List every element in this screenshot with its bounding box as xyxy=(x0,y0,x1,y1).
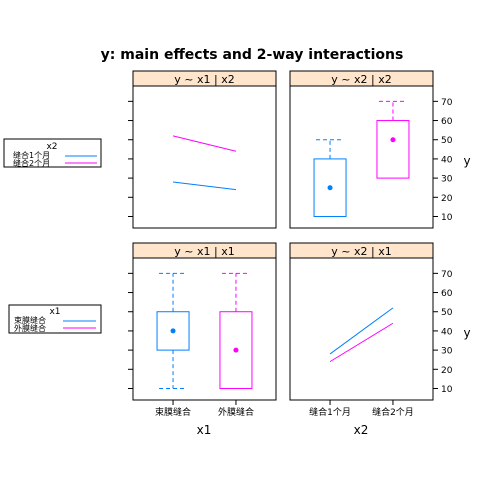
panel-top-left: y ~ x1 | x2 xyxy=(128,70,277,229)
box-iqr xyxy=(376,120,410,179)
x-axis-label-left: x1 xyxy=(197,423,212,437)
panel-bottom-right: y ~ x2 | x1 10 20 30 40 50 60 70 缝合1个月 缝合2个月 xyxy=(289,242,453,418)
legend-x2-frame xyxy=(3,138,102,168)
y-tick-label: 70 xyxy=(441,270,453,280)
panel-top-left-strip-label: y ~ x1 | x2 xyxy=(174,73,234,86)
y-tick-label: 50 xyxy=(441,308,453,318)
legend-x2: x2 缝合1个月 缝合2个月 xyxy=(3,138,102,168)
y-tick-label: 10 xyxy=(441,213,453,223)
y-tick-label: 60 xyxy=(441,289,453,299)
box-iqr xyxy=(313,158,347,217)
y-tick-label: 60 xyxy=(441,117,453,127)
panel-bottom-right-strip-label: y ~ x2 | x1 xyxy=(331,245,391,258)
box-median-dot xyxy=(390,137,396,143)
legend-x1-entry-1: 束膜缝合 xyxy=(14,315,46,325)
panel-bottom-left-frame xyxy=(132,257,277,401)
legend-x1-frame xyxy=(8,304,102,334)
y-tick-label: 40 xyxy=(441,155,453,165)
legend-x2-title: x2 xyxy=(46,142,57,152)
panel-top-left-marks xyxy=(128,100,237,217)
box-median-dot xyxy=(327,185,333,191)
chart-title: y: main effects and 2-way interactions xyxy=(101,47,404,63)
x-tick-label: 缝合1个月 xyxy=(309,406,351,418)
x-tick-label: 束膜缝合 xyxy=(155,406,191,418)
legend-x2-entry-1: 缝合1个月 xyxy=(13,150,50,160)
legend-x2-entry-2: 缝合2个月 xyxy=(13,158,50,168)
x-axis-label-right: x2 xyxy=(354,423,369,437)
legend-x1-entry-2: 外膜缝合 xyxy=(14,323,46,333)
series-line-1 xyxy=(329,307,394,355)
series-line-2 xyxy=(172,135,237,152)
panel-bottom-right-marks: 10 20 30 40 50 60 70 缝合1个月 缝合2个月 xyxy=(309,270,453,418)
panel-bottom-left-strip-label: y ~ x1 | x1 xyxy=(174,245,234,258)
box-iqr xyxy=(156,311,190,351)
box-median-dot xyxy=(233,347,239,353)
legend-x1-title: x1 xyxy=(49,307,60,317)
box-iqr xyxy=(219,311,253,389)
panel-bottom-right-frame xyxy=(289,257,434,401)
x-tick-label: 缝合2个月 xyxy=(372,406,414,418)
y-axis-label-top: y xyxy=(463,154,470,168)
panel-top-right: y ~ x2 | x2 10 20 30 40 50 60 70 xyxy=(289,70,453,229)
panel-bottom-left: y ~ x1 | x1 束膜缝合 外膜缝合 xyxy=(128,242,277,418)
y-tick-label: 70 xyxy=(441,98,453,108)
y-tick-label: 40 xyxy=(441,327,453,337)
series-line-2 xyxy=(329,322,394,363)
box-median-dot xyxy=(170,328,176,334)
panel-top-right-frame xyxy=(289,85,434,229)
panel-top-left-frame xyxy=(132,85,277,229)
y-tick-label: 30 xyxy=(441,347,453,357)
legend-x1: x1 束膜缝合 外膜缝合 xyxy=(8,304,102,334)
panel-top-right-strip-label: y ~ x2 | x2 xyxy=(331,73,391,86)
panel-top-right-marks: 10 20 30 40 50 60 70 xyxy=(313,98,453,223)
y-tick-label: 30 xyxy=(441,175,453,185)
x-tick-label: 外膜缝合 xyxy=(218,406,254,418)
y-axis-label-bottom: y xyxy=(463,326,470,340)
panel-bottom-left-marks: 束膜缝合 外膜缝合 xyxy=(128,272,254,418)
series-line-1 xyxy=(172,181,237,191)
y-tick-label: 20 xyxy=(441,366,453,376)
y-tick-label: 20 xyxy=(441,194,453,204)
y-tick-label: 10 xyxy=(441,385,453,395)
y-tick-label: 50 xyxy=(441,136,453,146)
